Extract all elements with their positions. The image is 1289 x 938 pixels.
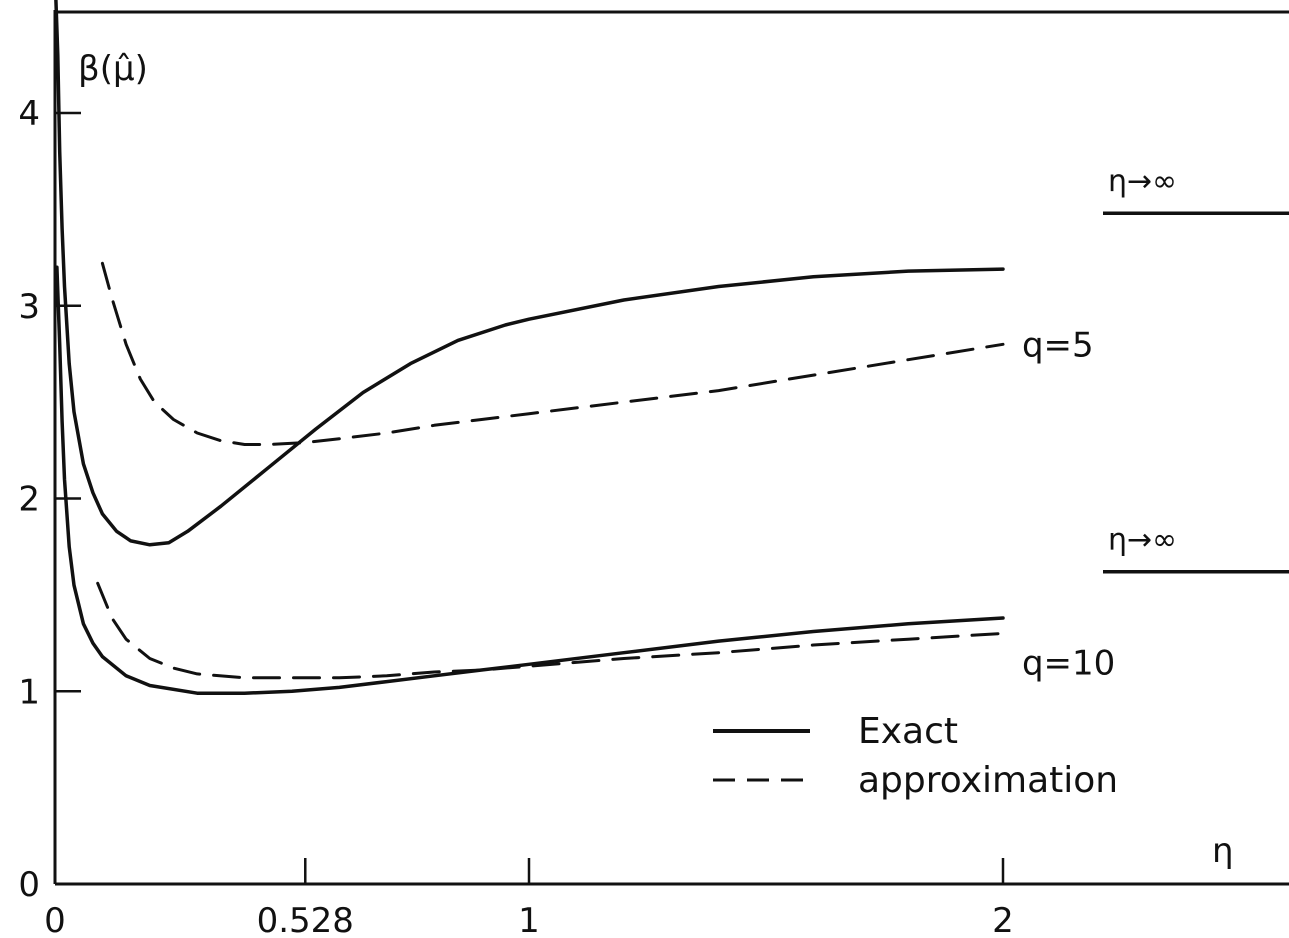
series-q5-approximation-line: [100, 261, 1005, 446]
tick-labels: 0 0.528 1 2 0 1 2 3 4: [18, 94, 1013, 938]
y-tick-label: 2: [18, 480, 40, 520]
x-axis-label: η: [1212, 831, 1234, 871]
curve-label-q5: q=5: [1022, 325, 1094, 365]
limit-label-q10: η→∞: [1108, 523, 1177, 558]
y-tick-label: 1: [18, 672, 40, 712]
series-q10-exact-line: [55, 265, 1005, 695]
curve-labels: q=5 q=10: [1022, 325, 1115, 683]
x-tick-label: 2: [992, 901, 1014, 938]
legend: Exact approximation: [713, 711, 1118, 801]
x-tick-label: 1: [518, 901, 540, 938]
y-tick-label: 0: [18, 865, 40, 905]
series-q10-approximation-line: [96, 581, 1005, 680]
y-axis-label: β(μ̂): [78, 49, 148, 89]
series-q5-exact-line: [54, 0, 1005, 547]
curve-label-q10: q=10: [1022, 643, 1115, 683]
x-tick-label: 0.528: [257, 901, 354, 938]
x-tick-label: 0: [44, 901, 66, 938]
curves: [54, 0, 1005, 695]
y-tick-label: 3: [18, 287, 40, 327]
legend-label-exact: Exact: [858, 711, 958, 752]
axes: [53, 10, 1289, 886]
legend-label-approximation: approximation: [858, 760, 1118, 801]
limit-label-q5: η→∞: [1108, 164, 1177, 199]
y-tick-label: 4: [18, 94, 40, 134]
limit-lines: η→∞ η→∞: [1103, 164, 1289, 574]
